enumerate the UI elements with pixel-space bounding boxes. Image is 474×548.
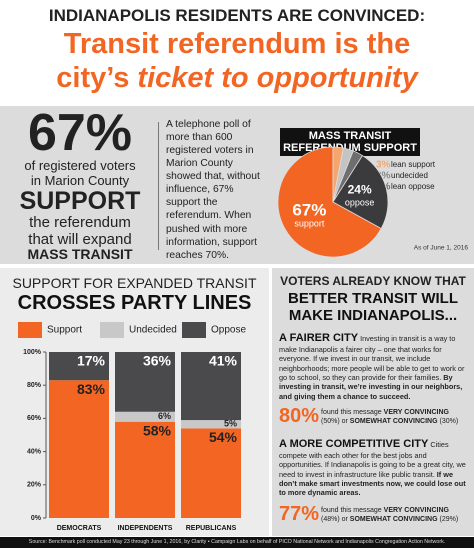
text: VERY CONVINCING bbox=[383, 507, 450, 514]
legend-value: 3% bbox=[376, 160, 391, 171]
text: (29%) bbox=[437, 516, 459, 524]
footer-bar bbox=[0, 537, 474, 548]
legend-label: lean oppose bbox=[391, 182, 435, 191]
text: (48%) or bbox=[321, 516, 350, 524]
bar-segment bbox=[181, 420, 241, 429]
bar-label: 6% bbox=[158, 411, 171, 421]
bar-label: 17% bbox=[77, 353, 106, 369]
voters-title: VOTERS ALREADY KNOW THAT bbox=[280, 274, 466, 288]
fair-paragraph: A FAIRER CITY Investing in transit is a … bbox=[279, 331, 469, 401]
text: found this message bbox=[321, 409, 384, 416]
legend-label: lean support bbox=[391, 160, 436, 169]
bar-segment bbox=[115, 421, 175, 518]
chart-title: SUPPORT FOR EXPANDED TRANSIT bbox=[12, 275, 257, 291]
y-tick-label: 100% bbox=[23, 349, 42, 356]
paragraph: A telephone poll of more than 600 regist… bbox=[166, 119, 260, 261]
bar-label: 5% bbox=[224, 419, 237, 429]
comp-paragraph: A MORE COMPETITIVE CITY Cities compete w… bbox=[279, 437, 469, 498]
pie-slice bbox=[277, 146, 382, 258]
text: found this message bbox=[321, 507, 384, 514]
voters-title: MAKE INDIANAPOLIS... bbox=[288, 307, 458, 324]
text: of registered voters bbox=[24, 158, 136, 173]
divider bbox=[158, 122, 159, 250]
pie-note: As of June 1, 2016 bbox=[414, 245, 469, 252]
heading: A MORE COMPETITIVE CITY bbox=[279, 438, 429, 450]
text: Investing in transit is a way to make In… bbox=[279, 334, 465, 383]
legend-swatch bbox=[18, 322, 42, 338]
bar-label: 83% bbox=[77, 381, 106, 397]
bar-label: 36% bbox=[143, 353, 172, 369]
bar-segment bbox=[115, 411, 175, 422]
y-tick-label: 0% bbox=[31, 515, 42, 522]
comp-stat: found this message VERY CONVINCING (48%) … bbox=[321, 506, 471, 524]
text: (50%) or bbox=[321, 418, 350, 426]
text: VERY CONVINCING bbox=[383, 409, 450, 416]
legend-value: 3% bbox=[376, 171, 391, 182]
legend-swatch bbox=[100, 322, 124, 338]
x-tick-label: REPUBLICANS bbox=[186, 525, 237, 532]
text: city’s bbox=[56, 62, 138, 94]
fair-stat: found this message VERY CONVINCING (50%) … bbox=[321, 408, 471, 426]
voters-panel bbox=[272, 268, 474, 536]
y-tick-label: 60% bbox=[27, 415, 42, 422]
legend-label: Undecided bbox=[129, 325, 177, 336]
bar-label: 41% bbox=[209, 353, 238, 369]
fair-pct: 80% bbox=[279, 405, 320, 427]
text: the referendum bbox=[29, 214, 131, 231]
big-stat: 67% bbox=[27, 104, 133, 162]
footer: Source: Benchmark poll conducted May 23 … bbox=[28, 539, 446, 545]
legend-label: Support bbox=[47, 325, 82, 336]
text: ticket to opportunity bbox=[137, 62, 418, 94]
x-tick-label: INDEPENDENTS bbox=[118, 525, 173, 532]
bar-segment bbox=[181, 352, 241, 421]
slice-label: 67% bbox=[292, 200, 326, 219]
text: SUPPORT bbox=[19, 187, 141, 215]
text: By investing in transit, we’re investing… bbox=[279, 373, 463, 401]
legend-label: undecided bbox=[391, 171, 428, 180]
text: If we don’t make smart investments now, … bbox=[279, 469, 466, 498]
y-tick-label: 20% bbox=[27, 482, 42, 489]
text: SOMEWHAT CONVINCING bbox=[349, 418, 438, 426]
slice-name: support bbox=[294, 218, 325, 228]
header-line: INDIANAPOLIS RESIDENTS ARE CONVINCED: bbox=[48, 6, 426, 25]
voters-title: BETTER TRANSIT WILL bbox=[288, 290, 458, 307]
header-title: Transit referendum is the bbox=[63, 28, 411, 60]
heading: A FAIRER CITY bbox=[279, 332, 359, 344]
text: in Marion County bbox=[30, 173, 130, 188]
comp-pct: 77% bbox=[279, 503, 320, 525]
text: (30%) bbox=[437, 418, 459, 426]
legend-label: Oppose bbox=[211, 325, 246, 336]
pie-slice bbox=[332, 155, 389, 230]
y-tick-label: 80% bbox=[27, 382, 42, 389]
text: Cities compete with each other for the b… bbox=[279, 440, 466, 479]
text: that will expand bbox=[28, 231, 132, 248]
bar-label: 58% bbox=[143, 422, 172, 438]
y-tick-label: 40% bbox=[27, 448, 42, 455]
x-tick-label: DEMOCRATS bbox=[57, 525, 102, 532]
bar-label: 54% bbox=[209, 429, 238, 445]
bar-segment bbox=[115, 352, 175, 412]
legend-swatch bbox=[182, 322, 206, 338]
slice-name: oppose bbox=[345, 198, 375, 208]
text: SOMEWHAT CONVINCING bbox=[349, 516, 438, 524]
header-title: city’s ticket to opportunity bbox=[0, 62, 474, 95]
chart-subtitle: CROSSES PARTY LINES bbox=[17, 292, 252, 314]
bar-segment bbox=[181, 428, 241, 518]
slice-label: 24% bbox=[348, 182, 372, 196]
text: MASS TRANSIT bbox=[27, 246, 133, 262]
bar-segment bbox=[49, 380, 109, 518]
bar-segment bbox=[49, 352, 109, 381]
